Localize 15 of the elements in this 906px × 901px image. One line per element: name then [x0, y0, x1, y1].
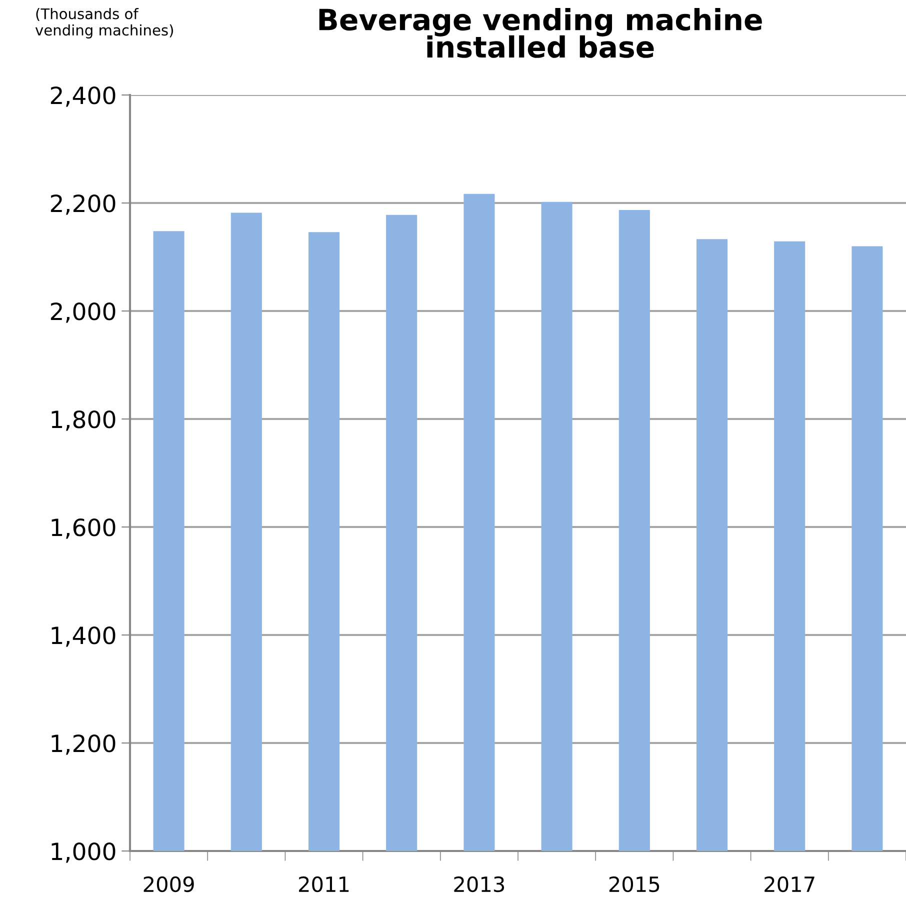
x-tick-label: 2017: [764, 876, 814, 892]
y-axis-title: (Thousands of vending machines): [35, 8, 173, 38]
x-tick-label: 2013: [454, 876, 504, 892]
x-tick-label: 2015: [609, 876, 660, 892]
y-tick-label: 1,600: [52, 518, 116, 539]
y-tick-label: 1,000: [52, 842, 116, 863]
y-tick-label: 2,400: [50, 86, 116, 107]
x-tick-label: 2009: [144, 876, 194, 892]
y-tick-label: 2,200: [50, 194, 116, 215]
y-tick-label: 1,400: [52, 626, 116, 647]
chart-title: Beverage vending machine installed base: [319, 8, 762, 58]
y-tick-label: 1,800: [52, 410, 116, 431]
y-tick-label: 2,000: [50, 302, 116, 323]
x-tick-label: 2011: [299, 876, 349, 892]
y-tick-label: 1,200: [52, 734, 116, 755]
